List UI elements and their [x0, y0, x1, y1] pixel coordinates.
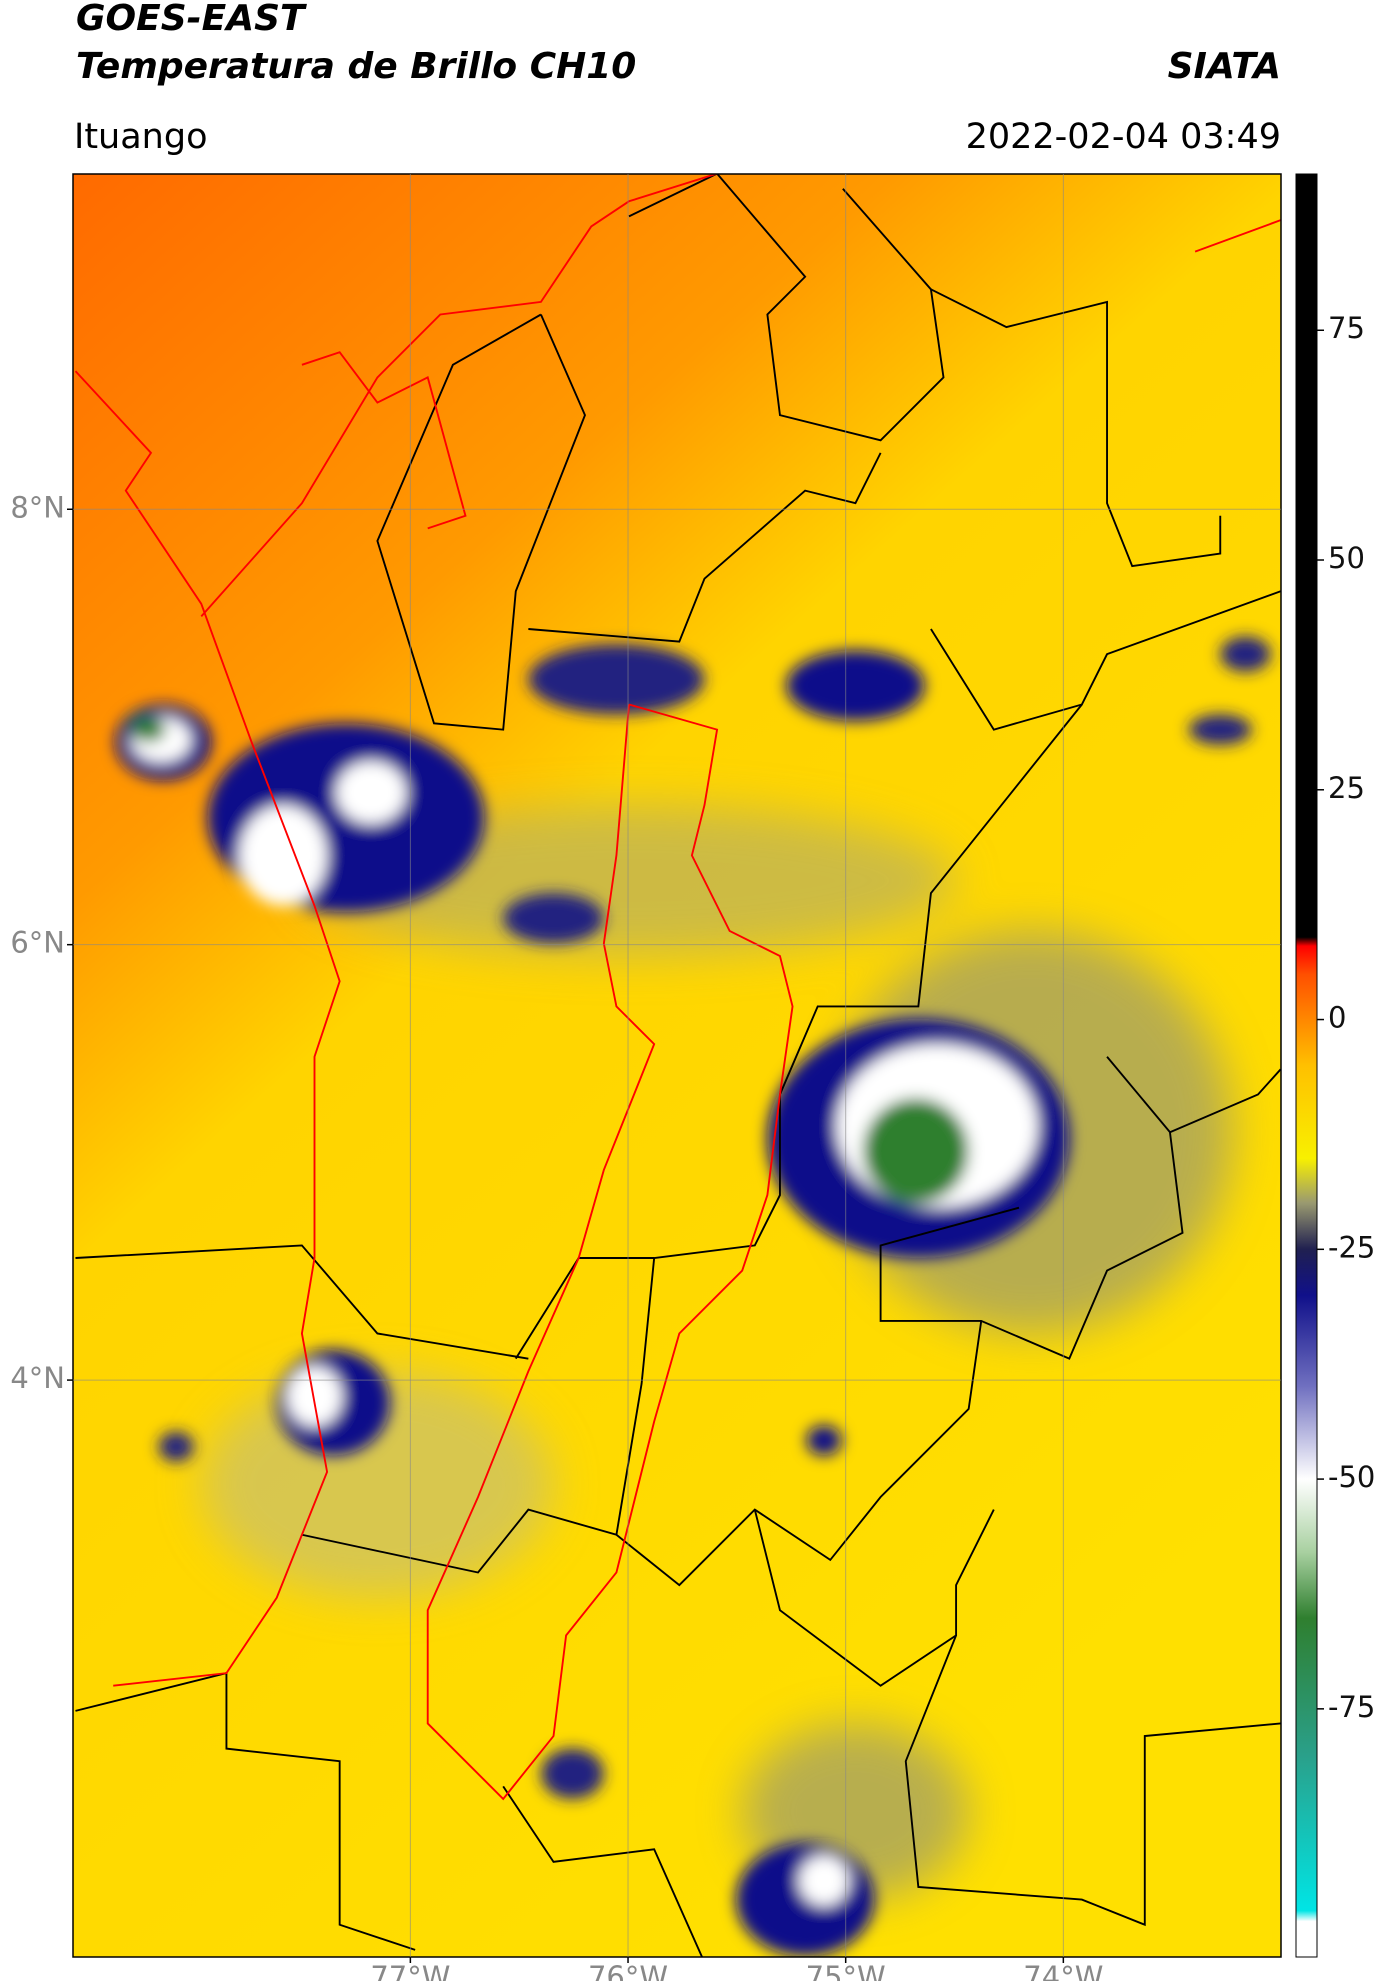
lon-tick-label: 75°W	[806, 1960, 886, 1981]
title: GOES-EAST	[76, 0, 307, 39]
datetime: 2022-02-04 03:49	[966, 117, 1281, 157]
lat-tick-label: 6°N	[10, 926, 65, 960]
map-frame	[72, 173, 1282, 1958]
colorbar-tick-label: 75	[1328, 311, 1365, 345]
lon-tick-label: 76°W	[588, 1960, 668, 1981]
map-image	[73, 174, 1281, 1957]
colorbar	[1295, 173, 1318, 1958]
lon-tick-label: 77°W	[370, 1960, 450, 1981]
colorbar-tick-label: 0	[1328, 1001, 1346, 1035]
colorbar-tick-label: 25	[1328, 771, 1365, 805]
location: Ituango	[74, 117, 208, 157]
lon-tick-label: 74°W	[1023, 1960, 1103, 1981]
source: SIATA	[1168, 46, 1281, 87]
lat-tick-label: 8°N	[10, 490, 65, 524]
colorbar-tick-label: 50	[1328, 541, 1365, 575]
subtitle: Temperatura de Brillo CH10	[76, 46, 636, 87]
colorbar-tick-label: -50	[1328, 1460, 1375, 1494]
colorbar-tick-label: -25	[1328, 1230, 1375, 1264]
lat-tick-label: 4°N	[10, 1361, 65, 1395]
colorbar-tick-label: -75	[1328, 1690, 1375, 1724]
